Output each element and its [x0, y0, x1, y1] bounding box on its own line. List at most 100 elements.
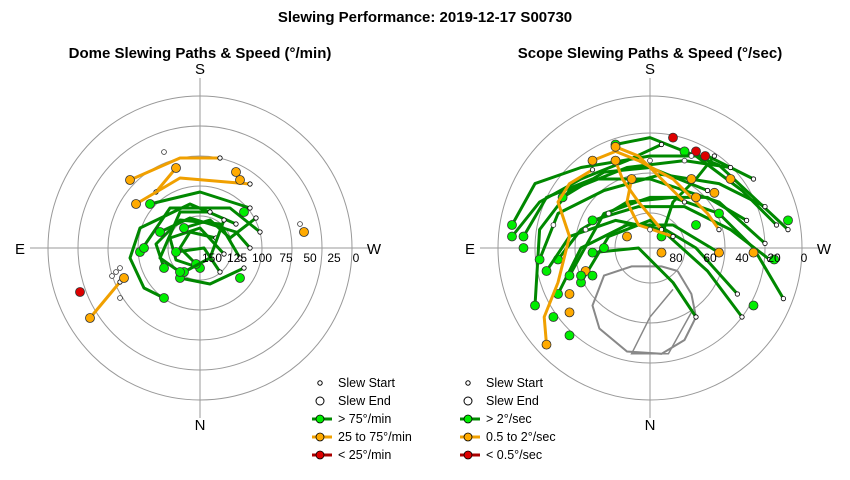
slew-end-marker — [548, 312, 559, 322]
slew-start-marker — [681, 157, 688, 164]
radial-tick-label: 0 — [801, 251, 808, 265]
slew-start-marker — [716, 227, 722, 233]
slew-end-marker — [668, 132, 678, 143]
slew-end-marker — [534, 254, 545, 265]
slew-start-marker — [221, 251, 227, 257]
slew-start-marker — [257, 229, 263, 235]
slew-start-marker — [582, 226, 589, 233]
slew-end-marker — [587, 247, 598, 258]
slew-end-marker — [686, 174, 697, 184]
slew-path — [533, 159, 732, 307]
radial-tick-label: 40 — [735, 251, 749, 265]
slew-end-marker — [587, 215, 598, 226]
slew-start-marker — [727, 164, 734, 171]
slew-end-marker — [119, 273, 129, 283]
radial-tick-label: 75 — [279, 251, 293, 265]
slew-end-marker — [691, 220, 701, 230]
slew-path — [591, 246, 698, 319]
compass-label-right: W — [367, 241, 382, 258]
slew-end-marker — [239, 207, 249, 217]
slew-end-marker — [700, 151, 711, 161]
radial-tick-label: 0 — [353, 251, 360, 265]
slew-end-marker — [691, 192, 701, 203]
slew-path — [128, 156, 222, 182]
slew-path — [148, 190, 252, 210]
compass-label-top: S — [195, 61, 205, 78]
slew-start-marker — [688, 153, 695, 159]
slew-end-marker — [599, 243, 609, 253]
slew-path — [568, 195, 749, 278]
radial-tick-label: 150 — [202, 251, 222, 265]
slew-path — [134, 176, 252, 206]
slew-end-marker — [125, 175, 135, 185]
slew-start-marker — [217, 155, 223, 161]
slew-start-marker — [589, 167, 596, 173]
slew-start-marker — [233, 221, 239, 227]
slew-end-marker — [622, 231, 632, 242]
slew-end-marker — [235, 175, 245, 185]
slew-start-marker — [658, 141, 665, 148]
slew-end-marker — [159, 293, 169, 303]
slew-start-marker — [750, 176, 757, 182]
slew-end-marker — [714, 208, 724, 219]
compass-label-right: W — [817, 241, 832, 258]
slew-end-marker — [714, 247, 724, 258]
slew-start-marker — [253, 215, 259, 221]
slew-path — [138, 206, 262, 254]
slew-end-marker — [139, 243, 149, 253]
slew-path — [625, 177, 675, 238]
slew-start-marker — [247, 205, 253, 211]
compass-label-left: E — [465, 241, 475, 258]
slew-end-marker — [610, 155, 621, 166]
slew-end-marker — [656, 247, 667, 258]
slew-end-marker — [507, 220, 517, 230]
slew-end-marker — [564, 330, 575, 341]
slew-end-marker — [541, 339, 552, 350]
slew-path — [591, 205, 772, 261]
radial-tick-label: 60 — [703, 251, 717, 265]
compass-label-top: S — [645, 61, 655, 78]
radial-tick-label: 100 — [252, 251, 272, 265]
slew-end-marker — [507, 231, 517, 242]
slew-start-marker — [681, 199, 688, 205]
slew-path — [158, 210, 212, 274]
compass-label-bottom: N — [195, 417, 206, 434]
radial-tick-label: 20 — [767, 251, 781, 265]
slew-end-marker — [131, 199, 141, 209]
slew-end-marker — [145, 199, 155, 209]
slew-start-marker — [217, 269, 223, 275]
slew-end-marker — [748, 300, 759, 311]
slew-path — [614, 145, 686, 204]
slew-start-marker — [693, 314, 699, 320]
slew-start-marker — [207, 209, 213, 215]
compass-label-left: E — [15, 241, 25, 258]
slew-end-marker — [541, 266, 552, 276]
slew-path — [591, 149, 721, 232]
radial-tick-label: 25 — [327, 251, 341, 265]
slew-path — [154, 166, 178, 194]
slew-start-marker — [780, 295, 787, 302]
slew-start-marker — [221, 217, 227, 223]
slew-end-marker — [75, 287, 85, 297]
slew-end-marker — [171, 247, 181, 257]
slew-end-marker — [530, 300, 540, 311]
scope-polar-plot: S N E W 80 60 40 20 0 — [465, 61, 832, 434]
slew-start-marker — [117, 295, 123, 301]
slew-start-marker — [117, 265, 123, 271]
slew-end-marker — [518, 243, 529, 253]
slew-start-marker — [550, 222, 557, 228]
slew-path — [542, 168, 594, 347]
slew-end-marker — [155, 227, 165, 237]
slew-end-marker — [610, 141, 621, 152]
slew-end-marker — [85, 313, 95, 323]
slew-end-marker — [769, 254, 780, 265]
main-title: Slewing Performance: 2019-12-17 S00730 — [277, 9, 573, 26]
dome-plot-title: Dome Slewing Paths & Speed (°/min) — [68, 45, 332, 62]
slew-start-marker — [785, 227, 791, 233]
obstruction-inner — [630, 288, 693, 355]
slew-start-marker — [297, 221, 303, 227]
slew-path — [88, 280, 122, 320]
slew-end-marker — [576, 270, 586, 281]
slew-end-marker — [691, 146, 701, 157]
slew-end-marker — [564, 270, 575, 281]
